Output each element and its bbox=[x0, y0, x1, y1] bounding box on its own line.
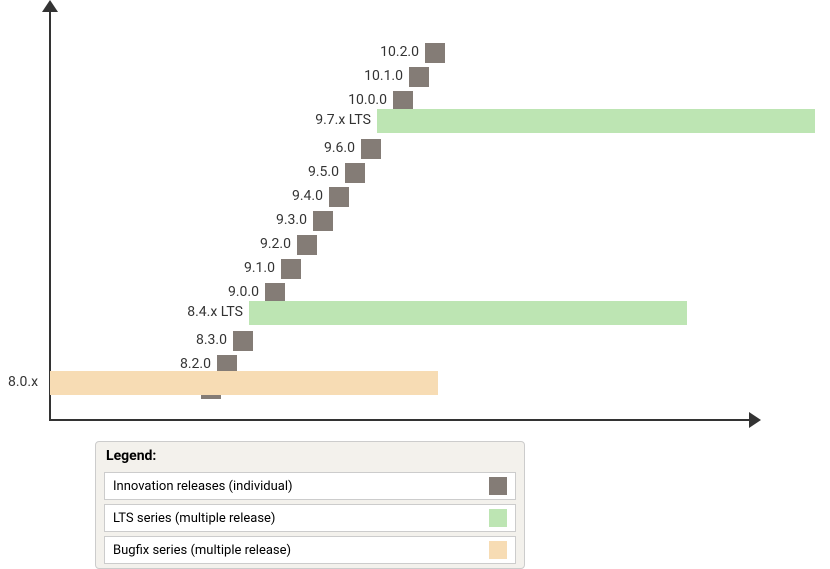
innovation-marker bbox=[265, 283, 285, 303]
innovation-marker bbox=[329, 187, 349, 207]
legend-row: Innovation releases (individual) bbox=[104, 472, 516, 500]
row-label: 8.3.0 bbox=[107, 332, 227, 348]
row-label: 9.2.0 bbox=[171, 236, 291, 252]
row-label: 9.5.0 bbox=[219, 164, 339, 180]
x-axis-arrow bbox=[749, 412, 761, 428]
row-label: 9.0.0 bbox=[139, 284, 259, 300]
lts-bar bbox=[377, 109, 815, 133]
lts-bar bbox=[249, 301, 687, 325]
row-label: 9.3.0 bbox=[187, 212, 307, 228]
y-axis bbox=[49, 8, 51, 419]
row-label: 8.4.x LTS bbox=[123, 304, 243, 320]
legend-label: Bugfix series (multiple release) bbox=[113, 543, 291, 558]
row-label: 9.6.0 bbox=[235, 140, 355, 156]
legend-row: Bugfix series (multiple release) bbox=[104, 536, 516, 564]
row-label: 8.0.x bbox=[8, 374, 38, 390]
innovation-marker bbox=[425, 43, 445, 63]
innovation-marker bbox=[297, 235, 317, 255]
legend-label: Innovation releases (individual) bbox=[113, 479, 293, 494]
innovation-marker bbox=[345, 163, 365, 183]
row-label: 8.2.0 bbox=[91, 356, 211, 372]
legend-title: Legend: bbox=[96, 442, 524, 468]
legend-swatch bbox=[489, 477, 507, 495]
release-timeline-chart: 10.2.0 10.1.0 10.0.0 9.7.x LTS 9.6.0 9.5.0 9.4… bbox=[0, 0, 830, 567]
row-label: 10.2.0 bbox=[299, 44, 419, 60]
innovation-marker bbox=[409, 67, 429, 87]
innovation-marker bbox=[233, 331, 253, 351]
innovation-marker bbox=[281, 259, 301, 279]
row-label: 9.4.0 bbox=[203, 188, 323, 204]
legend-row: LTS series (multiple release) bbox=[104, 504, 516, 532]
legend-swatch bbox=[489, 509, 507, 527]
innovation-marker bbox=[361, 139, 381, 159]
row-label: 9.1.0 bbox=[155, 260, 275, 276]
x-axis bbox=[49, 419, 751, 421]
innovation-marker bbox=[313, 211, 333, 231]
innovation-marker bbox=[393, 91, 413, 111]
y-axis-arrow bbox=[42, 0, 58, 12]
row-label: 10.0.0 bbox=[267, 92, 387, 108]
row-label: 10.1.0 bbox=[283, 68, 403, 84]
legend: Legend: Innovation releases (individual) L… bbox=[95, 441, 525, 569]
legend-label: LTS series (multiple release) bbox=[113, 511, 275, 526]
row-label: 9.7.x LTS bbox=[251, 112, 371, 128]
legend-swatch bbox=[489, 541, 507, 559]
bugfix-bar bbox=[50, 371, 438, 395]
